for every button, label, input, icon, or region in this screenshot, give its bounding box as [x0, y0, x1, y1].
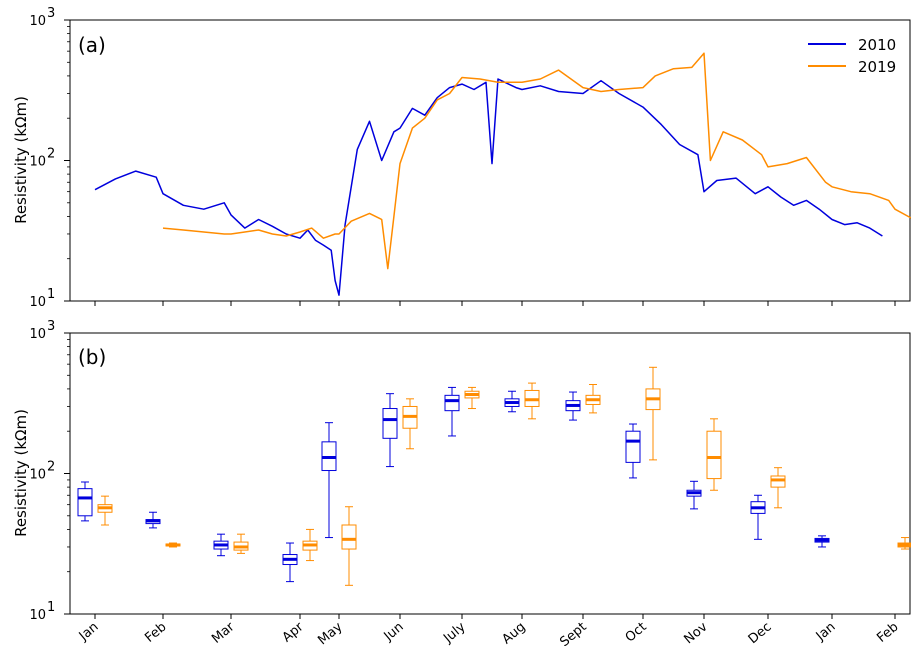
x-tick-label: Feb	[874, 620, 901, 646]
y-tick-label-exponent: 3	[47, 319, 55, 334]
x-tick-label: Nov	[681, 619, 710, 646]
box-2019-aug	[524, 382, 540, 420]
panel-b-frame	[69, 332, 911, 615]
box-2019-jun	[402, 398, 418, 450]
box-2019-dec	[770, 467, 786, 509]
box-2010-feb	[145, 511, 161, 529]
y-tick-label: 10	[29, 468, 46, 483]
legend-label-2019: 2019	[858, 58, 896, 76]
y-tick-label-exponent: 3	[47, 6, 55, 21]
box-2010-july	[444, 386, 460, 437]
x-tick-label: Jan	[76, 620, 102, 645]
box-2019-sept	[585, 383, 601, 414]
y-tick-label: 10	[29, 295, 46, 310]
x-tick-label: Jan	[813, 620, 839, 645]
series-line-2019	[162, 52, 911, 270]
box-iqr	[77, 488, 93, 517]
y-tick-label-exponent: 1	[47, 287, 55, 302]
panel-b-ylabel: Resistivity (kΩm)	[12, 409, 30, 537]
box-2019-july	[464, 386, 480, 410]
panel-b-boxes	[77, 366, 911, 586]
box-iqr	[341, 524, 357, 550]
box-iqr	[444, 394, 460, 412]
x-tick-label: May	[315, 619, 345, 646]
box-2010-oct	[625, 423, 641, 479]
legend: 2010 2019	[808, 36, 896, 76]
x-tick-label: Aug	[499, 620, 528, 646]
x-tick-label: Sept	[557, 620, 589, 646]
panel-a-x-ticks	[94, 301, 896, 306]
box-2019-mar	[233, 533, 249, 554]
series-line-2010	[94, 78, 883, 296]
x-tick-label: July	[440, 619, 469, 646]
box-2010-mar	[213, 533, 229, 557]
box-2019-nov	[706, 418, 722, 491]
box-iqr	[382, 408, 398, 439]
box-2010-may	[321, 422, 337, 539]
x-tick-label: Feb	[142, 620, 169, 646]
box-iqr	[625, 430, 641, 463]
box-2010-jan	[814, 535, 830, 548]
box-2010-nov	[686, 480, 702, 510]
y-tick-label: 10	[29, 14, 46, 29]
y-tick-label: 10	[29, 155, 46, 170]
box-2010-apr	[282, 542, 298, 583]
box-2010-sept	[565, 391, 581, 421]
box-2019-jan	[97, 495, 113, 526]
box-iqr	[706, 430, 722, 480]
x-tick-label: Jun	[381, 620, 407, 645]
box-2010-dec	[750, 494, 766, 540]
panel-a-ylabel: Resistivity (kΩm)	[12, 96, 30, 224]
box-iqr	[770, 475, 786, 488]
panel-a-label: (a)	[78, 33, 106, 57]
box-2019-apr	[302, 528, 318, 562]
box-2019-oct	[645, 366, 661, 461]
panel-a-series	[94, 52, 911, 296]
box-2019-feb	[165, 542, 181, 548]
y-tick-label-exponent: 1	[47, 600, 55, 615]
box-2010-jan	[77, 481, 93, 522]
legend-label-2010: 2010	[858, 36, 896, 54]
box-2010-jun	[382, 393, 398, 468]
y-tick-label: 10	[29, 608, 46, 623]
panel-a-frame	[69, 19, 911, 302]
x-tick-label: Mar	[209, 619, 238, 646]
y-tick-label: 10	[29, 327, 46, 342]
x-tick-label: Oct	[623, 620, 650, 646]
box-2019-feb	[897, 537, 911, 550]
box-2019-may	[341, 506, 357, 586]
x-tick-label: Dec	[746, 620, 775, 646]
box-2010-aug	[504, 390, 520, 413]
x-tick-label: Apr	[280, 619, 307, 645]
panel-b-label: (b)	[78, 345, 106, 369]
panel-b-x-ticks: Jan Feb Mar Apr May Jun July Aug Sept Oct Nov Dec Ja…	[76, 614, 902, 646]
y-tick-label-exponent: 2	[47, 147, 55, 162]
y-tick-label-exponent: 2	[47, 460, 55, 475]
